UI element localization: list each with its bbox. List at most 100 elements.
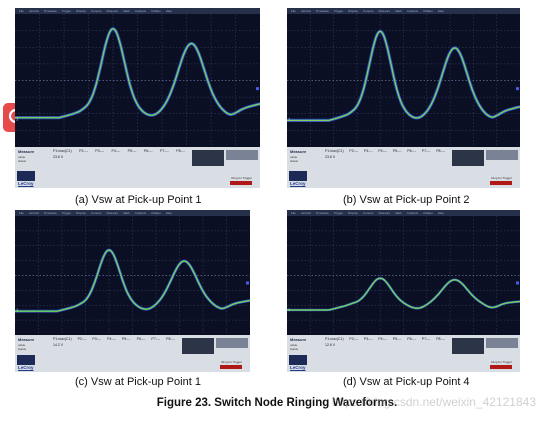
parameter-label: P3:--- [363,337,373,341]
trigger-level-marker [256,87,259,91]
scope-menu-item: File [291,211,296,215]
channel-descriptor-box [289,171,307,181]
scope-menu-item: File [291,9,296,13]
parameter-label: P3:--- [92,337,102,341]
scope-menu-item: Display [348,9,358,13]
panel-caption: (c) Vsw at Pick-up Point 1 [75,376,201,388]
trigger-status-bar [230,181,252,185]
trigger-level-marker [516,281,519,285]
oscilloscope-screenshot: File Vertical Timebase Trigger Display Cursor… [287,210,520,372]
parameter-columns: P1:max(C1) P2:--- P3:--- P4:--- P5:--- P6:---… [325,149,445,153]
scope-menu-item: Cursors [363,211,374,215]
scope-menu-item: Utilities [151,9,161,13]
trigger-status-label: Ring for Trigger [221,360,242,364]
scope-menu-item: Math [123,9,130,13]
p1-value: 14.2 V [53,343,64,347]
scope-menu-item: Trigger [61,211,72,215]
channel-ground-marker: 1 [288,307,291,312]
trigger-status-bar [490,181,512,185]
parameter-label: P7:--- [151,337,161,341]
trigger-status-bar [220,365,242,369]
oscilloscope-screenshot: File Vertical Timebase Trigger Display Cursor… [15,210,250,372]
measure-title: Measure [290,149,307,154]
scope-grid: 1 [15,216,250,335]
scope-menu-item: Analysis [406,9,419,13]
parameter-label: P7:--- [421,337,431,341]
trigger-status-label: Ring for Trigger [491,176,512,180]
row-label-status: status [18,347,27,351]
scope-menu-item: Cursors [363,9,374,13]
scope-menu-item: Display [76,211,86,215]
parameter-label: P5:--- [121,337,131,341]
scope-menu-item: Measure [378,211,391,215]
parameter-label: P2:--- [349,337,359,341]
measure-row-labels: value status [18,343,26,351]
scope-menu-item: Cursors [91,211,102,215]
scope-menubar: File Vertical Timebase Trigger Display Cursor… [15,8,260,14]
scope-menu-item: Display [348,211,358,215]
parameter-columns: P1:max(C1) P2:--- P3:--- P4:--- P5:--- P6:---… [53,337,175,341]
lecroy-logo: LeCroy [290,365,306,370]
parameter-label: P4:--- [107,337,116,341]
row-label-status: status [290,347,299,351]
measure-title: Measure [18,337,35,342]
scope-menu-item: Help [437,9,444,13]
parameter-label: P2:--- [77,337,87,341]
parameter-label: P1:max(C1) [53,337,72,341]
waveform-trace [287,277,520,311]
row-label-value: value [290,343,298,347]
scope-menu-item: File [19,211,24,215]
scope-menu-item: Vertical [300,9,311,13]
scope-menubar: File Vertical Timebase Trigger Display Cursor… [287,8,520,14]
scope-menu-item: Help [165,211,172,215]
scope-menu-item: File [19,9,24,13]
trigger-box [486,338,518,348]
trigger-status-bar [490,365,512,369]
scope-menu-item: Vertical [28,9,39,13]
measure-panel: Measure value status P1:max(C1) P2:--- P3:---… [287,147,520,188]
parameter-label: P4:--- [378,337,388,341]
timebase-box [452,150,484,166]
parameter-label: P7:--- [160,149,169,153]
channel-descriptor-box [17,355,35,365]
scope-menu-item: Analysis [406,211,419,215]
parameter-label: P8:--- [436,149,445,153]
scope-menubar: File Vertical Timebase Trigger Display Cursor… [15,210,250,216]
row-label-status: status [290,159,299,163]
waveform-trace [15,249,250,312]
measure-row-labels: value status [290,155,298,163]
measure-panel: Measure value status P1:max(C1) P2:--- P3:---… [287,335,520,372]
measure-row-labels: value status [18,155,26,163]
channel-descriptor-box [289,355,307,365]
measure-title: Measure [18,149,35,154]
parameter-label: P8:--- [166,337,175,341]
row-label-value: value [18,343,26,347]
scope-menu-item: Help [437,211,444,215]
scope-menu-item: Timebase [315,9,329,13]
trigger-status-label: Ring for Trigger [231,176,252,180]
timebase-box [452,338,484,354]
scope-menu-item: Math [395,9,402,13]
row-label-value: value [290,155,298,159]
parameter-label: P1:max(C1) [325,337,344,341]
parameter-label: P5:--- [392,149,402,153]
parameter-label: P1:max(C1) [325,149,344,153]
trigger-level-marker [516,87,519,91]
parameter-label: P6:--- [407,149,417,153]
scope-menu-item: Vertical [300,211,311,215]
measure-panel: Measure value status P1:max(C1) P2:--- P3:---… [15,335,250,372]
scope-menu-item: Cursors [91,9,102,13]
scope-menu-item: Utilities [423,9,433,13]
scope-menu-item: Math [395,211,402,215]
scope-menu-item: Utilities [423,211,433,215]
waveform-trace [287,30,520,121]
parameter-columns: P1:max(C1) P2:--- P3:--- P4:--- P5:--- P6:---… [325,337,445,341]
parameter-label: P5:--- [127,149,137,153]
watermark: https://blog.csdn.net/weixin_42121843 [331,395,536,409]
lecroy-logo: LeCroy [290,181,306,186]
trigger-box [486,150,518,160]
parameter-label: P2:--- [349,149,359,153]
scope-menu-item: Vertical [28,211,39,215]
measure-row-labels: value status [290,343,298,351]
trigger-box [216,338,248,348]
